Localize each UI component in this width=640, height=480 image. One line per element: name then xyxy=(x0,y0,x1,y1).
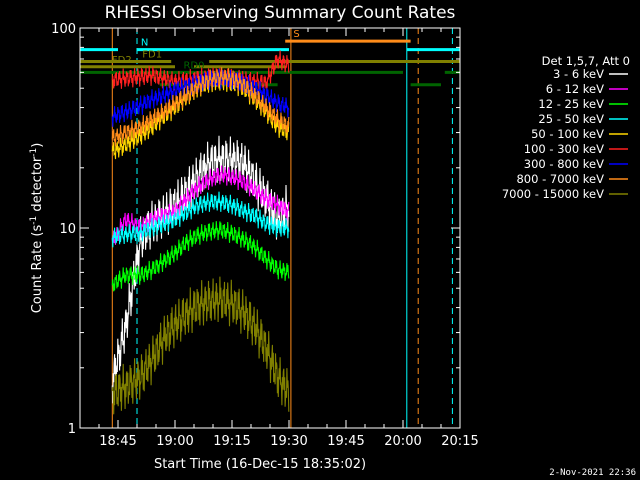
y-axis-label-part: ) xyxy=(30,143,45,148)
flag-bar-label: RD0 xyxy=(183,60,204,71)
x-tick-label: 20:15 xyxy=(441,434,478,449)
y-axis-label-part: Count Rate (s xyxy=(30,225,45,314)
timestamp: 2-Nov-2021 22:36 xyxy=(549,468,636,478)
legend-entry-label: 25 - 50 keV xyxy=(538,112,604,126)
chart-title: RHESSI Observing Summary Count Rates xyxy=(105,3,456,23)
y-axis-label-part: detector xyxy=(30,156,45,216)
series-line xyxy=(111,276,290,415)
series-line xyxy=(111,68,290,127)
flag-bar-label: N xyxy=(141,38,148,49)
series-line xyxy=(111,67,290,147)
legend-entry-label: 6 - 12 keV xyxy=(546,82,604,96)
series-line xyxy=(111,191,290,248)
x-tick-label: 19:45 xyxy=(327,434,364,449)
legend-header: Det 1,5,7, Att 0 xyxy=(542,54,630,68)
legend-entry-label: 800 - 7000 keV xyxy=(516,172,604,186)
series-line xyxy=(111,135,290,404)
x-tick-label: 20:00 xyxy=(384,434,421,449)
legend-entry-label: 3 - 6 keV xyxy=(553,67,604,81)
flag-bar-label: S xyxy=(293,29,299,40)
flag-bar-label: FD1 xyxy=(142,49,162,60)
legend-entry-label: 12 - 25 keV xyxy=(538,97,604,111)
series-line xyxy=(111,221,290,292)
y-tick-label: 100 xyxy=(51,22,76,37)
x-tick-label: 18:45 xyxy=(99,434,136,449)
y-axis-label-exponent: -1 xyxy=(29,148,39,157)
flag-bar-label: FD2 xyxy=(112,55,132,66)
x-tick-label: 19:00 xyxy=(156,434,193,449)
y-axis-label: Count Rate (s-1 detector-1) xyxy=(29,143,45,314)
x-tick-label: 19:30 xyxy=(270,434,307,449)
y-tick-label: 1 xyxy=(68,422,76,437)
legend-entry-label: 50 - 100 keV xyxy=(531,127,604,141)
x-tick-label: 19:15 xyxy=(213,434,250,449)
legend-entry-label: 300 - 800 keV xyxy=(524,157,604,171)
x-axis-label: Start Time (16-Dec-15 18:35:02) xyxy=(154,457,366,472)
legend-entry-label: 100 - 300 keV xyxy=(524,142,604,156)
legend-entry-label: 7000 - 15000 keV xyxy=(502,187,604,201)
y-tick-label: 10 xyxy=(59,222,76,237)
y-axis-label-exponent: -1 xyxy=(29,216,39,225)
